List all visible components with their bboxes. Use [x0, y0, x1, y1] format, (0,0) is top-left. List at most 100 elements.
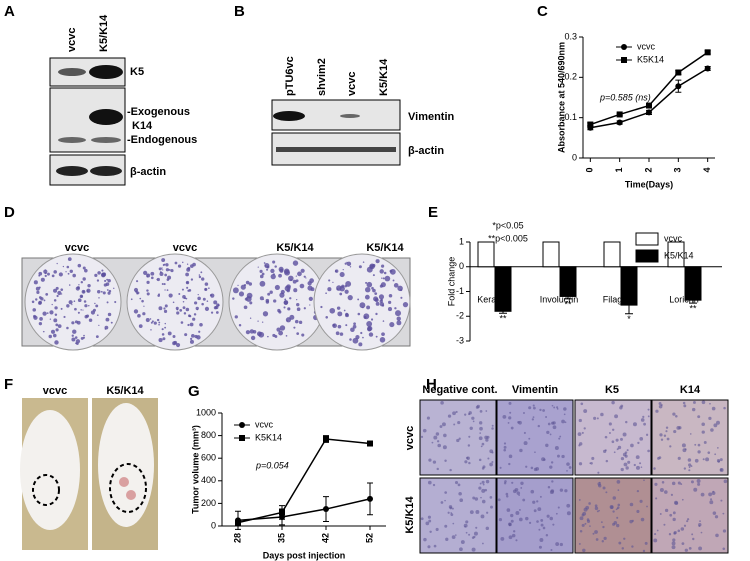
colony: [77, 311, 80, 314]
cell: [471, 547, 476, 552]
y-tick-label: 1000: [196, 407, 216, 417]
colony: [370, 318, 374, 321]
colony: [381, 304, 385, 307]
colony: [104, 325, 109, 330]
colony: [53, 270, 57, 274]
cell: [474, 497, 479, 501]
cell: [464, 460, 468, 464]
cell: [658, 401, 662, 405]
colony: [42, 330, 45, 333]
cell: [558, 437, 561, 440]
x-tick-label: 35: [276, 533, 286, 543]
cell: [536, 500, 539, 503]
cell: [611, 440, 615, 444]
cell: [481, 488, 486, 493]
legend-label: vcvc: [664, 233, 683, 243]
colony: [55, 286, 59, 290]
colony: [181, 288, 184, 291]
ihc-tiles: [419, 399, 729, 554]
cell: [472, 420, 475, 423]
colony: [166, 289, 169, 291]
cell: [489, 462, 493, 467]
colony: [98, 324, 100, 326]
cell: [449, 506, 453, 510]
colony: [90, 310, 96, 315]
colony: [106, 278, 109, 281]
colony: [197, 293, 199, 296]
colony: [308, 296, 313, 302]
ihc-tile: [574, 477, 652, 554]
colony: [85, 314, 90, 318]
cell: [659, 433, 663, 437]
colony: [66, 265, 70, 269]
colony: [82, 277, 86, 281]
cell: [703, 441, 707, 444]
cell: [510, 513, 514, 518]
colony: [166, 278, 170, 281]
cell: [508, 416, 512, 420]
colony: [82, 309, 84, 311]
colony: [257, 320, 259, 322]
annotation: **p<0.005: [488, 233, 528, 243]
cell: [471, 416, 475, 420]
cell: [457, 483, 461, 487]
cell: [629, 502, 634, 507]
colony: [394, 307, 397, 310]
cell: [691, 407, 696, 412]
bar: [667, 241, 685, 268]
x-axis-label: Time(Days): [625, 179, 673, 189]
cell: [691, 533, 694, 536]
cell: [672, 412, 676, 416]
colony: [252, 330, 257, 334]
cell: [539, 495, 542, 498]
cell: [458, 437, 461, 440]
colony: [384, 275, 391, 282]
colony: [332, 281, 334, 284]
legend-marker: [621, 44, 627, 50]
cell: [616, 523, 620, 528]
colony: [383, 271, 387, 275]
cell: [545, 416, 548, 419]
cell: [663, 434, 667, 437]
cell: [517, 421, 520, 424]
cell: [432, 483, 436, 487]
lane-label: shvim2: [316, 58, 328, 96]
cell: [523, 412, 525, 414]
cell: [429, 530, 432, 533]
band: [58, 137, 86, 143]
data-point: [279, 509, 285, 516]
cell: [677, 529, 681, 533]
colony: [210, 293, 215, 298]
bar: [559, 266, 577, 297]
colony: [60, 293, 63, 295]
cell: [601, 540, 604, 543]
colony: [137, 314, 141, 318]
cell: [508, 401, 512, 405]
cell: [639, 462, 642, 465]
photo-label: K5/K14: [106, 385, 144, 397]
cell: [672, 511, 676, 515]
colony: [73, 300, 76, 303]
colony: [48, 334, 52, 339]
cell: [454, 534, 457, 536]
colony: [75, 339, 81, 344]
colony: [44, 274, 47, 278]
cell: [447, 511, 450, 514]
mouse: [20, 410, 80, 530]
cell: [640, 517, 645, 522]
cell: [673, 429, 677, 434]
cell: [581, 431, 584, 434]
colony: [182, 300, 185, 303]
data-point: [235, 519, 241, 526]
cell: [478, 486, 482, 490]
cell: [420, 435, 424, 439]
cell: [459, 547, 463, 552]
colony: [50, 329, 56, 334]
colony: [105, 317, 110, 322]
cell: [597, 471, 600, 474]
colony: [267, 335, 269, 338]
colony: [136, 280, 139, 283]
colony: [397, 285, 403, 292]
cell: [481, 442, 485, 446]
cell: [542, 526, 546, 530]
